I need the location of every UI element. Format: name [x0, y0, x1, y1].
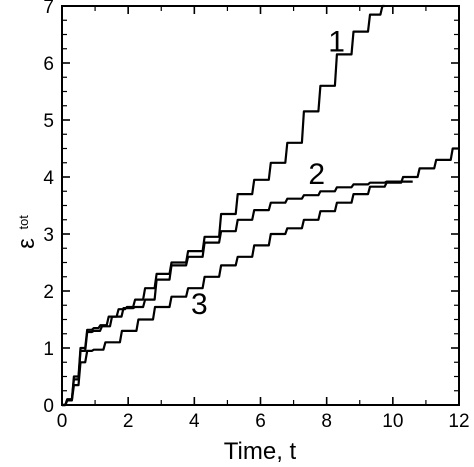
series-label-3: 3	[191, 288, 208, 321]
y-tick-label: 3	[43, 225, 54, 246]
x-axis-label: Time, t	[224, 438, 297, 465]
series-1-line	[62, 4, 385, 407]
plot-frame	[61, 5, 460, 406]
y-axis-label-sub: tot	[16, 215, 31, 230]
x-tick-label: 6	[255, 411, 266, 432]
x-tick-label: 8	[321, 411, 332, 432]
x-tick-label: 12	[448, 411, 469, 432]
y-tick-label: 5	[43, 111, 54, 132]
y-axis-label: ε tot	[13, 215, 40, 249]
series-2-line	[62, 180, 413, 407]
x-tick-label: 0	[57, 411, 68, 432]
y-tick-label: 7	[43, 0, 54, 18]
y-tick-label: 1	[43, 339, 54, 360]
y-tick-label: 0	[43, 396, 54, 417]
series-label-2: 2	[308, 158, 325, 191]
series-3-line	[62, 147, 459, 407]
x-tick-label: 4	[189, 411, 200, 432]
y-tick-label: 2	[43, 282, 54, 303]
y-axis-label-main: ε	[13, 238, 40, 249]
x-tick-label: 2	[123, 411, 134, 432]
y-tick-label: 4	[43, 168, 54, 189]
svg-text:ε tot: ε tot	[13, 215, 40, 249]
x-tick-label: 10	[382, 411, 403, 432]
series-label-1: 1	[328, 26, 345, 59]
y-tick-label: 6	[43, 54, 54, 75]
